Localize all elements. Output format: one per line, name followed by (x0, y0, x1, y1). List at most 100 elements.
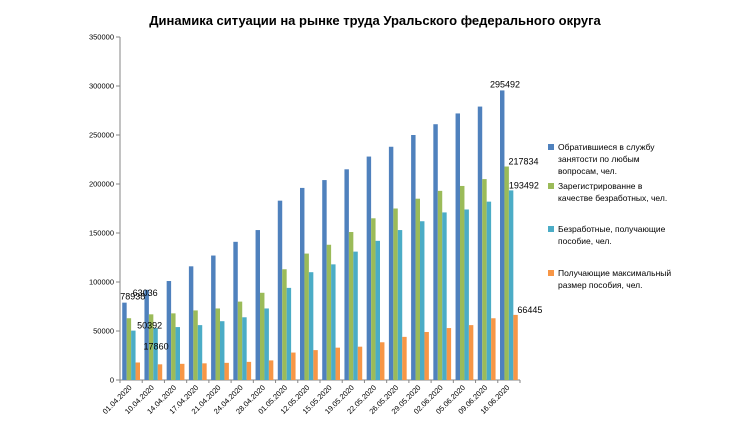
data-label: 17860 (144, 341, 169, 351)
bar-series-4 (135, 362, 140, 380)
bar-series-2 (171, 313, 176, 380)
bar-series-1 (500, 90, 505, 380)
bar-series-2 (482, 179, 487, 380)
bar-series-1 (411, 135, 416, 380)
bar-series-1 (188, 266, 194, 380)
bar-series-4 (157, 364, 163, 380)
bar-series-3 (197, 325, 203, 380)
data-label: 78938 (120, 292, 145, 302)
bar-series-4 (513, 314, 518, 380)
legend-label-series-4: Получающие максимальный (558, 268, 671, 278)
data-label: 50392 (137, 321, 162, 331)
bar-series-1 (433, 124, 438, 380)
bar-series-4 (468, 325, 474, 380)
bar-series-3 (308, 272, 314, 380)
bar-series-2 (437, 190, 443, 380)
bar-series-3 (286, 287, 292, 380)
bar-series-3 (175, 327, 180, 380)
bar-series-3 (375, 240, 380, 380)
legend-swatch-series-1 (548, 144, 554, 150)
legend-swatch-series-3 (548, 226, 554, 232)
bar-series-3 (242, 317, 247, 380)
y-tick-label: 0 (110, 376, 114, 385)
bar-series-1 (388, 146, 394, 380)
bar-series-1 (211, 255, 216, 380)
bar-series-4 (402, 336, 407, 380)
legend: Обратившиеся в службу занятости по любым в… (548, 142, 671, 290)
legend-label-series-2: Зарегистрированне в (558, 181, 643, 191)
y-tick-label: 350000 (89, 33, 114, 42)
legend-swatch-series-4 (548, 270, 554, 276)
legend-label-series-4: размер пособия, чел. (558, 280, 642, 290)
bar-series-2 (415, 198, 420, 380)
axes: 0 50000 100000 150000 200000 250000 300000 3500… (89, 33, 521, 385)
bar-series-1 (255, 230, 260, 380)
bar-series-3 (397, 230, 403, 380)
bar-series-4 (335, 347, 340, 380)
bar-series-3 (131, 330, 136, 380)
legend-label-series-1: Обратившиеся в службу (558, 142, 655, 152)
y-tick-label: 250000 (89, 131, 114, 140)
y-tick-label: 150000 (89, 229, 114, 238)
bar-series-2 (371, 218, 376, 380)
legend-label-series-3: пособие, чел. (558, 236, 612, 246)
bar-series-2 (504, 166, 509, 380)
data-label: 217834 (508, 157, 538, 167)
bar-series-2 (304, 253, 309, 380)
bar-series-2 (148, 314, 154, 380)
bar-series-1 (344, 169, 349, 380)
bar-series-3 (486, 201, 492, 380)
bar-series-1 (322, 180, 327, 380)
y-tick-label: 300000 (89, 82, 114, 91)
bar-series-2 (215, 308, 220, 380)
y-tick-label: 200000 (89, 180, 114, 189)
data-label: 66445 (517, 305, 542, 315)
y-tick-label: 50000 (93, 327, 114, 336)
bar-series-2 (260, 292, 265, 380)
bar-series-1 (233, 241, 238, 380)
bar-series-3 (442, 212, 447, 380)
data-label: 63036 (133, 288, 158, 298)
bar-series-2 (348, 232, 354, 380)
legend-label-series-3: Безработные, получающие (558, 224, 666, 234)
bar-series-3 (464, 209, 469, 380)
bar-series-4 (268, 360, 274, 380)
bar-series-3 (353, 251, 358, 380)
bar-series-3 (331, 264, 336, 380)
bar-series-1 (277, 200, 283, 380)
bar-series-4 (380, 342, 385, 380)
chart-title: Динамика ситуации на рынке труда Уральск… (149, 13, 601, 28)
bar-series-3 (420, 221, 425, 380)
bar-series-4 (202, 363, 207, 380)
bar-series-2 (282, 269, 287, 380)
bar-series-4 (446, 328, 452, 380)
bar-series-1 (455, 113, 460, 380)
bar-series-3 (220, 321, 225, 380)
y-tick-label: 100000 (89, 278, 114, 287)
bar-series-3 (264, 308, 269, 380)
bar-series-2 (460, 185, 465, 380)
data-label: 295492 (490, 79, 520, 89)
bar-series-4 (491, 318, 496, 380)
bar-series-1 (366, 156, 372, 380)
bar-series-1 (166, 281, 172, 380)
bar-series-1 (300, 187, 305, 380)
bar-series-3 (508, 190, 514, 380)
bar-series-2 (393, 208, 398, 380)
bar-series-1 (477, 106, 483, 380)
legend-label-series-1: занятости по любым (558, 154, 640, 164)
bar-series-1 (122, 302, 127, 380)
bar-series-2 (326, 244, 332, 380)
bar-series-2 (126, 318, 132, 380)
bar-series-4 (357, 346, 363, 380)
bar-series-4 (246, 361, 252, 380)
legend-label-series-2: качестве безработных, чел. (558, 193, 667, 203)
bar-series-2 (193, 310, 198, 380)
x-tick-labels: 01.04.202010.04.202014.04.202017.04.2020… (101, 383, 512, 416)
legend-label-series-1: вопросам, чел. (558, 166, 617, 176)
bar-series-3 (153, 328, 158, 380)
data-label: 193492 (509, 180, 539, 190)
bar-series-4 (291, 352, 296, 380)
